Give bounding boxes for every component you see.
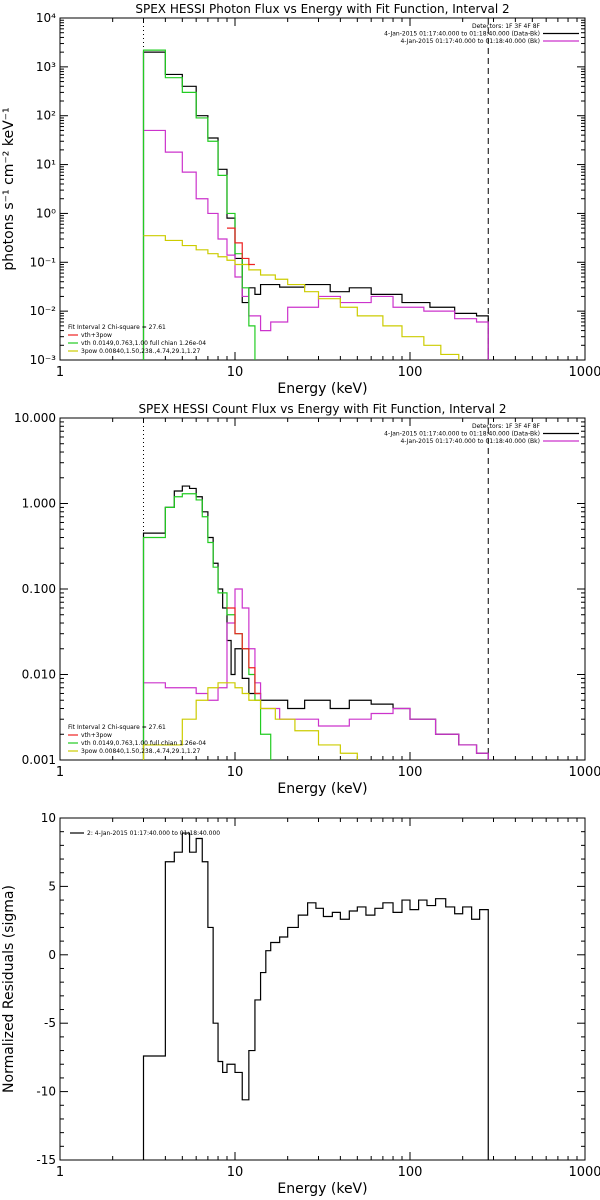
y-tick-label: 5: [48, 879, 56, 893]
y-axis-label: photons s⁻¹ cm⁻² keV⁻¹: [1, 107, 17, 270]
y-tick-label: 10⁻¹: [30, 255, 57, 269]
legend-entry: vth+3pow: [81, 732, 112, 739]
x-axis-label: Energy (keV): [277, 781, 367, 797]
y-tick-label: 0.010: [22, 668, 56, 682]
y-tick-label: 10⁻³: [30, 353, 57, 367]
legend-entry: Fit Interval 2 Chi-square = 27.61: [68, 324, 166, 331]
series-line-3: [142, 49, 256, 360]
y-tick-label: 0.100: [22, 582, 56, 596]
legend-entry: 2: 4-Jan-2015 01:17:40.000 to 01:18:40.0…: [87, 830, 220, 837]
legend-entry: Detectors: 1F 3F 4F 8F: [472, 423, 541, 430]
x-tick-label: 100: [398, 365, 423, 380]
panel-1: 1 10 100 1000 10⁻³ 10⁻² 10⁻¹ 10⁰ 10¹ 10² 10³ 10⁴ SPE…: [1, 2, 600, 397]
y-tick-label: 10⁻²: [30, 304, 57, 318]
series-line-2: [143, 588, 489, 760]
legend-entry: 4-Jan-2015 01:17:40.000 to 01:18:40.000 …: [400, 38, 540, 45]
legend-entry: 4-Jan-2015 01:17:40.000 to 01:18:40.000 …: [384, 31, 540, 38]
x-tick-label: 100: [398, 1165, 423, 1180]
plot-frame: [59, 17, 586, 361]
y-tick-label: 10: [41, 811, 56, 825]
y-tick-label: 10³: [36, 60, 56, 74]
x-tick-label: 1000: [568, 365, 600, 380]
x-tick-label: 100: [398, 765, 423, 780]
chart-title: SPEX HESSI Count Flux vs Energy with Fit…: [138, 402, 506, 416]
x-tick-label: 1: [56, 365, 64, 380]
series-group: [142, 832, 489, 1160]
x-tick-label: 10: [227, 365, 244, 380]
legend-entry: vth 0.0149,0.763,1.00 full chian 1.26e-0…: [81, 740, 206, 747]
y-tick-label: 0: [48, 948, 56, 962]
series-line-5: [226, 607, 261, 695]
legend-entry: Detectors: 1F 3F 4F 8F: [472, 23, 541, 30]
series-group: [142, 485, 489, 760]
series-line-3: [142, 493, 272, 760]
y-tick-label: 0.001: [22, 753, 56, 767]
y-tick-label: 10.000: [14, 411, 56, 425]
x-axis-label: Energy (keV): [277, 1181, 367, 1197]
x-tick-label: 10: [227, 765, 244, 780]
panel-3: 1 10 100 1000 -15 -10 -5 0 5 10 Energy (keV) Normal…: [1, 811, 600, 1197]
chart-title: SPEX HESSI Photon Flux vs Energy with Fi…: [135, 2, 509, 16]
y-tick-label: -10: [36, 1085, 56, 1099]
series-line-2: [143, 129, 489, 360]
x-tick-label: 1: [56, 765, 64, 780]
y-tick-label: 10⁰: [36, 206, 56, 220]
plot-frame: [59, 417, 586, 761]
x-tick-label: 10: [227, 1165, 244, 1180]
panel-2: 1 10 100 1000 0.001 0.010 0.100 1.000 10.000 SPEX…: [14, 402, 600, 797]
series-line-1: [142, 51, 489, 360]
legend-entry: 3pow 0.00840,1.50,238.,4.74,29.1,1.27: [81, 748, 200, 755]
x-axis-label: Energy (keV): [277, 381, 367, 397]
x-tick-label: 1: [56, 1165, 64, 1180]
series-line-1: [142, 832, 489, 1160]
series-group: [142, 49, 489, 360]
legend-entry: vth+3pow: [81, 332, 112, 339]
y-tick-label: 10⁴: [36, 11, 56, 25]
legend-entry: 4-Jan-2015 01:17:40.000 to 01:18:40.000 …: [384, 431, 540, 438]
legend-entry: 3pow 0.00840,1.50,238.,4.74,29.1,1.27: [81, 348, 200, 355]
legend-entry: 4-Jan-2015 01:17:40.000 to 01:18:40.000 …: [400, 438, 540, 445]
legend-entry: Fit Interval 2 Chi-square = 27.61: [68, 724, 166, 731]
y-tick-label: -15: [36, 1153, 56, 1167]
plot-frame: [59, 817, 586, 1161]
y-tick-label: 10¹: [36, 158, 56, 172]
y-tick-label: 1.000: [22, 497, 56, 511]
legend-entry: vth 0.0149,0.763,1.00 full chian 1.26e-0…: [81, 340, 206, 347]
x-tick-label: 1000: [568, 1165, 600, 1180]
series-line-4: [143, 235, 460, 360]
series-line-5: [226, 227, 255, 266]
x-tick-label: 1000: [568, 765, 600, 780]
y-tick-label: 10²: [36, 109, 56, 123]
y-axis-label: Normalized Residuals (sigma): [1, 885, 17, 1093]
y-tick-label: -5: [44, 1016, 56, 1030]
series-line-4: [142, 682, 358, 760]
